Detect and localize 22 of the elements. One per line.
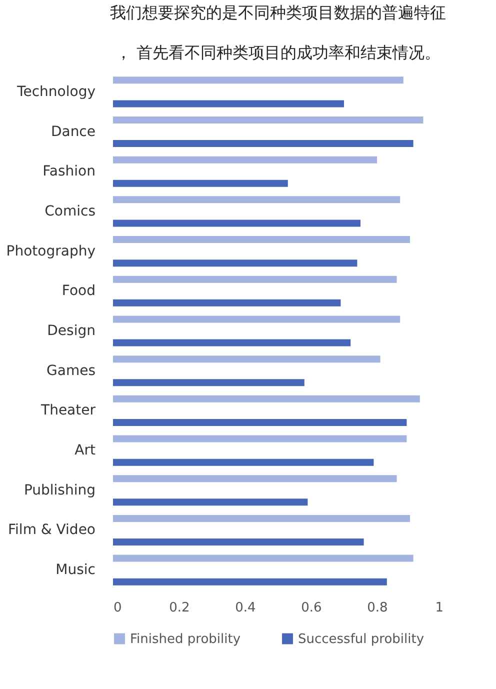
- y-tick-label: Publishing: [24, 482, 96, 498]
- y-tick-label: Fashion: [42, 164, 96, 180]
- chart-title: 我们想要探究的是不同种类项目数据的普遍特征， 首先看不同种类项目的成功率和结束情况。: [110, 3, 446, 62]
- y-tick-label: Dance: [50, 124, 96, 140]
- x-tick-label: 0.8: [367, 600, 388, 616]
- x-tick-label: 0: [114, 600, 122, 616]
- y-tick-label: Food: [62, 283, 96, 300]
- legend-label: Finished probility: [130, 632, 241, 647]
- x-tick-label: 0.6: [301, 600, 322, 616]
- y-tick-label: Theater: [40, 402, 96, 419]
- y-tick-label: Art: [74, 442, 96, 459]
- y-tick-label: Games: [46, 362, 96, 379]
- y-tick-label: Technology: [16, 84, 96, 100]
- y-tick-label: Photography: [6, 243, 96, 260]
- x-tick-label: 1: [435, 600, 444, 616]
- x-tick-label: 0.4: [235, 600, 256, 616]
- y-tick-label: Comics: [44, 203, 96, 220]
- x-tick-label: 0.2: [169, 600, 190, 616]
- y-tick-label: Music: [56, 562, 96, 578]
- y-tick-label: Design: [47, 323, 96, 339]
- y-tick-label: Film & Video: [8, 522, 96, 538]
- legend-label: Successful probility: [298, 632, 424, 647]
